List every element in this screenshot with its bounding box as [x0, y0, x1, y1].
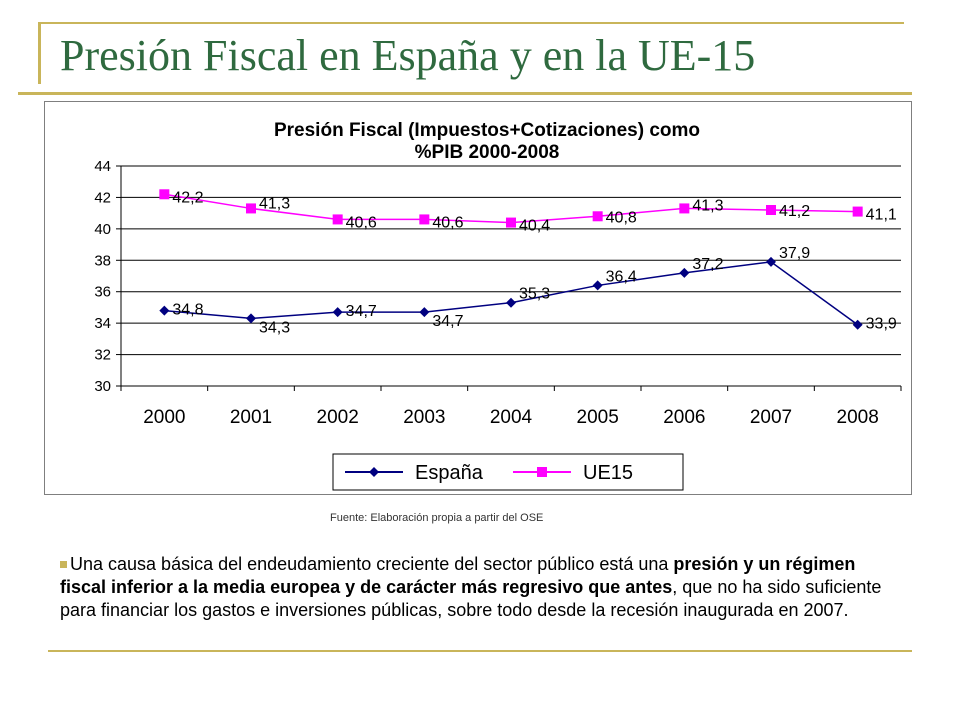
legend-marker-espana [369, 467, 379, 477]
x-tick-label: 2008 [837, 407, 879, 428]
point-espana [419, 307, 430, 318]
data-label: 40,6 [432, 214, 463, 231]
x-tick-label: 2002 [317, 407, 359, 428]
data-label: 34,8 [172, 302, 203, 319]
data-label: 40,8 [606, 209, 637, 226]
point-ue15 [679, 203, 690, 214]
x-tick-label: 2003 [403, 407, 445, 428]
x-tick-label: 2001 [230, 407, 272, 428]
data-label: 35,3 [519, 286, 550, 303]
point-espana [852, 319, 863, 330]
point-ue15 [159, 189, 170, 200]
point-ue15 [852, 206, 863, 217]
y-tick-label: 34 [94, 315, 111, 332]
y-tick-label: 36 [94, 284, 111, 301]
chart-title-line-0: Presión Fiscal (Impuestos+Cotizaciones) … [274, 120, 700, 141]
series-line-espana [164, 261, 859, 326]
data-label: 34,3 [259, 319, 290, 336]
line-chart: Presión Fiscal (Impuestos+Cotizaciones) … [94, 120, 902, 491]
point-espana [506, 297, 516, 308]
legend-label-espana: España [415, 462, 484, 484]
point-ue15 [332, 214, 343, 225]
data-label: 41,3 [692, 197, 723, 214]
chart-frame: Presión Fiscal (Impuestos+Cotizaciones) … [44, 101, 912, 495]
y-tick-label: 32 [94, 347, 111, 364]
data-label: 40,4 [519, 218, 550, 235]
point-espana [246, 313, 256, 324]
accent-vertical-line [38, 22, 41, 84]
data-label: 33,9 [866, 316, 897, 333]
x-tick-label: 2005 [577, 407, 619, 428]
accent-top-line [38, 22, 904, 24]
point-ue15 [592, 211, 603, 222]
point-ue15 [246, 203, 256, 214]
bullet-text-tail: , que no ha sido suficiente para financi… [60, 577, 882, 620]
data-label: 40,6 [346, 214, 377, 231]
point-espana [159, 305, 170, 316]
bullet-text-lead: Una causa básica del endeudamiento creci… [70, 554, 674, 574]
y-tick-label: 38 [94, 252, 111, 269]
data-label: 37,9 [779, 245, 810, 262]
point-ue15 [419, 214, 430, 225]
bullet-text-bold: presión y un régimen fiscal inferior a l… [60, 554, 856, 597]
source-note: Fuente: Elaboración propia a partir del … [330, 512, 544, 524]
bullet-paragraph: Una causa básica del endeudamiento creci… [60, 553, 900, 622]
x-tick-label: 2000 [143, 407, 185, 428]
title-divider [18, 92, 912, 95]
point-ue15 [766, 205, 776, 215]
data-label: 36,4 [606, 268, 637, 285]
legend-label-ue15: UE15 [583, 462, 633, 484]
data-label: 34,7 [346, 303, 377, 320]
y-tick-label: 30 [94, 378, 111, 395]
y-tick-label: 42 [94, 189, 111, 206]
point-espana [332, 307, 343, 318]
y-tick-label: 44 [94, 158, 111, 175]
data-label: 41,3 [259, 195, 290, 212]
legend-marker-ue15 [537, 467, 547, 477]
x-tick-label: 2004 [490, 407, 533, 428]
point-espana [679, 267, 690, 278]
data-label: 34,7 [432, 313, 463, 330]
bullet-square-icon [60, 561, 67, 568]
slide-title: Presión Fiscal en España y en la UE-15 [60, 31, 756, 80]
point-espana [766, 256, 776, 267]
data-label: 42,2 [172, 189, 203, 206]
data-label: 41,1 [866, 207, 897, 224]
data-label: 37,2 [692, 256, 723, 273]
data-label: 41,2 [779, 203, 810, 220]
bottom-divider [48, 650, 912, 652]
x-tick-label: 2007 [750, 407, 792, 428]
x-tick-label: 2006 [663, 407, 705, 428]
point-ue15 [506, 217, 516, 228]
point-espana [592, 280, 603, 291]
y-tick-label: 40 [94, 221, 111, 238]
chart-title-line-1: %PIB 2000-2008 [415, 142, 560, 163]
